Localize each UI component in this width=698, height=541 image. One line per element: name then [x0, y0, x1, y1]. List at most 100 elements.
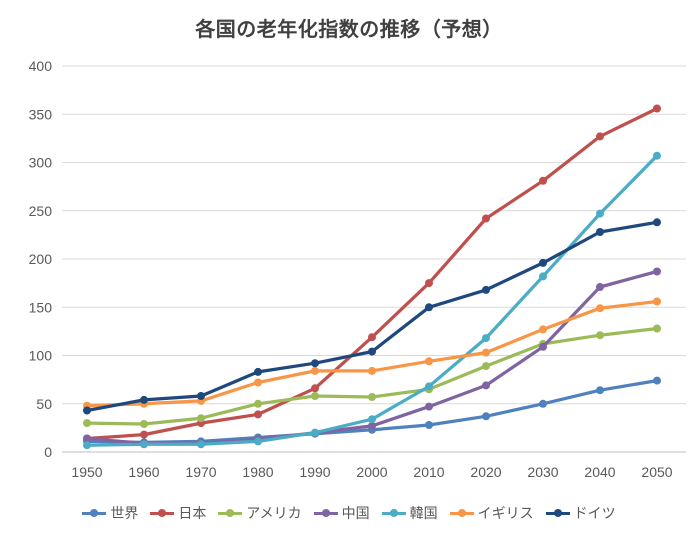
y-axis-tick-label: 200 — [29, 251, 53, 267]
chart-title: 各国の老年化指数の推移（予想） — [195, 19, 503, 41]
x-axis-tick-label: 1960 — [128, 464, 159, 480]
legend-item-china: 中国 — [313, 503, 370, 523]
legend-label: 中国 — [341, 505, 370, 521]
data-point-marker-uk — [254, 378, 262, 387]
legend-line-marker-icon — [218, 509, 243, 518]
data-point-marker-world — [539, 399, 547, 408]
data-point-marker-japan — [653, 104, 661, 113]
data-point-marker-world — [596, 386, 604, 395]
legend-line-marker-icon — [545, 509, 570, 518]
y-axis-tick-label: 250 — [29, 203, 53, 219]
legend-line-marker-icon — [381, 509, 406, 518]
data-point-marker-uk — [482, 348, 490, 357]
legend-label: ドイツ — [573, 505, 616, 521]
legend-item-america: アメリカ — [218, 503, 302, 523]
legend-item-world: 世界 — [82, 503, 138, 523]
data-point-marker-korea — [368, 415, 376, 424]
data-point-marker-japan — [596, 132, 604, 141]
y-axis-tick-label: 50 — [36, 396, 52, 412]
chart-legend: 世界 日本 アメリカ 中国 韓国 イギリス ドイツ — [0, 503, 698, 523]
data-point-marker-uk — [425, 357, 433, 366]
series-line-japan — [85, 106, 659, 441]
legend-line-marker-icon — [449, 509, 474, 518]
data-point-marker-uk — [596, 304, 604, 313]
legend-item-japan: 日本 — [150, 503, 206, 523]
legend-item-korea: 韓国 — [381, 503, 438, 523]
data-point-marker-japan — [140, 430, 148, 439]
data-point-marker-america — [140, 420, 148, 428]
data-point-marker-korea — [197, 440, 205, 449]
legend-label: 韓国 — [409, 505, 438, 521]
data-point-marker-japan — [482, 214, 490, 223]
legend-label: アメリカ — [246, 505, 302, 521]
data-point-marker-germany — [83, 406, 91, 415]
data-point-marker-china — [653, 267, 661, 276]
data-point-marker-korea — [596, 209, 604, 218]
data-point-marker-korea — [653, 151, 661, 160]
data-point-marker-china — [596, 283, 604, 291]
data-point-marker-germany — [368, 347, 376, 356]
data-point-marker-germany — [311, 359, 319, 368]
y-axis-tick-label: 150 — [29, 299, 53, 315]
data-point-marker-korea — [482, 334, 490, 343]
y-axis-tick-label: 0 — [44, 444, 52, 460]
plot-area: 0 50 100 150 200 250 300 350 400 1950 1960 1970 1980… — [29, 58, 686, 480]
data-point-marker-germany — [254, 367, 262, 376]
data-point-marker-germany — [425, 303, 433, 312]
data-point-marker-germany — [539, 258, 547, 267]
data-point-marker-korea — [425, 382, 433, 391]
y-axis-tick-label: 350 — [29, 106, 53, 122]
data-point-marker-uk — [311, 366, 319, 375]
x-axis-tick-label: 1990 — [299, 464, 330, 480]
data-point-marker-japan — [368, 333, 376, 342]
data-point-marker-america — [482, 362, 490, 371]
data-point-marker-germany — [653, 218, 661, 227]
data-point-marker-japan — [425, 279, 433, 288]
data-point-marker-germany — [596, 228, 604, 236]
x-axis-tick-label: 2040 — [584, 464, 615, 480]
data-point-marker-america — [197, 414, 205, 423]
data-point-marker-germany — [197, 392, 205, 400]
data-point-marker-china — [425, 402, 433, 411]
data-point-marker-korea — [83, 441, 91, 450]
x-axis-tick-label: 2000 — [356, 464, 387, 480]
data-point-marker-world — [482, 412, 490, 421]
data-point-marker-germany — [482, 285, 490, 294]
y-axis-tick-label: 300 — [29, 155, 53, 171]
y-axis-tick-label: 100 — [29, 348, 53, 364]
legend-line-marker-icon — [313, 509, 338, 518]
data-point-marker-japan — [254, 410, 262, 419]
x-axis-tick-label: 2010 — [413, 464, 444, 480]
legend-item-uk: イギリス — [449, 503, 534, 523]
y-axis-tick-label: 400 — [29, 58, 53, 74]
data-point-marker-america — [368, 393, 376, 401]
legend-label: 世界 — [110, 505, 139, 521]
data-point-marker-world — [425, 421, 433, 429]
legend-line-marker-icon — [150, 509, 175, 518]
x-axis-tick-label: 1970 — [185, 464, 216, 480]
x-axis-tick-label: 1980 — [242, 464, 273, 480]
data-point-marker-uk — [653, 297, 661, 306]
data-point-marker-america — [254, 399, 262, 408]
data-point-marker-america — [653, 324, 661, 333]
data-point-marker-japan — [539, 176, 547, 185]
data-point-marker-world — [653, 376, 661, 385]
x-axis-tick-label: 1950 — [71, 464, 102, 480]
x-axis-tick-label: 2030 — [527, 464, 558, 480]
data-point-marker-germany — [140, 395, 148, 404]
data-point-marker-china — [539, 342, 547, 351]
data-point-marker-uk — [368, 366, 376, 375]
legend-item-germany: ドイツ — [545, 503, 616, 523]
legend-label: 日本 — [178, 505, 207, 521]
data-point-marker-america — [311, 392, 319, 400]
data-point-marker-korea — [311, 428, 319, 437]
x-axis-tick-label: 2020 — [470, 464, 501, 480]
legend-line-marker-icon — [82, 509, 107, 518]
data-point-marker-china — [83, 434, 91, 443]
data-point-marker-america — [596, 331, 604, 340]
data-point-marker-china — [368, 421, 376, 430]
data-point-marker-america — [83, 419, 91, 428]
series-line-america — [85, 326, 659, 426]
data-point-marker-uk — [539, 325, 547, 334]
